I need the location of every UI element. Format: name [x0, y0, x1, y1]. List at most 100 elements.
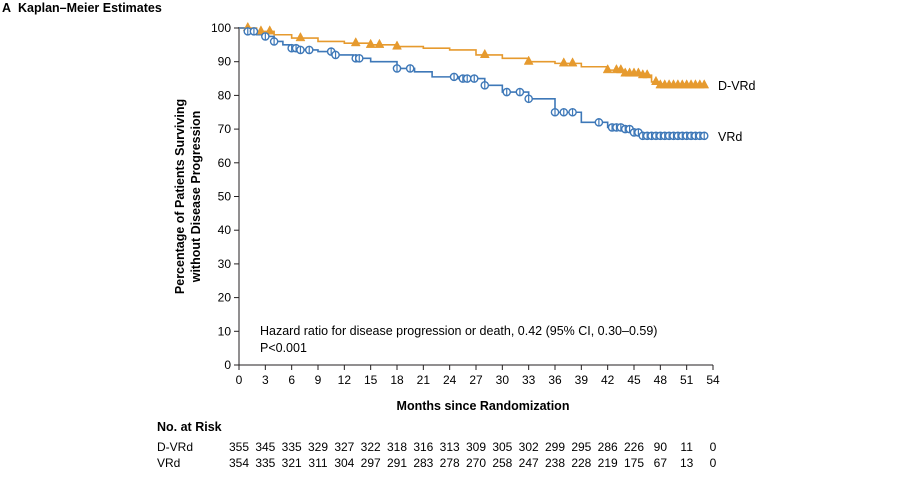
risk-value: 0 — [710, 440, 717, 454]
risk-value: 175 — [624, 456, 644, 470]
x-tick-label: 54 — [706, 373, 720, 387]
risk-value: 258 — [492, 456, 512, 470]
censor-mark-d-vrd — [615, 63, 626, 74]
censor-mark-d-vrd — [295, 31, 306, 42]
risk-row-label-d-vrd: D-VRd — [157, 440, 193, 454]
risk-value: 278 — [440, 456, 460, 470]
risk-value: 311 — [308, 456, 327, 470]
risk-value: 67 — [654, 456, 668, 470]
censor-mark-d-vrd — [567, 57, 578, 67]
x-tick-label: 18 — [390, 373, 404, 387]
risk-value: 345 — [255, 440, 275, 454]
risk-value: 299 — [545, 440, 565, 454]
x-tick-label: 6 — [288, 373, 295, 387]
y-tick-label: 90 — [218, 55, 232, 69]
risk-value: 316 — [413, 440, 433, 454]
risk-value: 313 — [440, 440, 460, 454]
y-tick-label: 60 — [218, 156, 232, 170]
risk-value: 283 — [413, 456, 433, 470]
panel-heading: A Kaplan–Meier Estimates — [2, 1, 162, 15]
censor-mark-d-vrd — [602, 63, 613, 74]
x-tick-label: 12 — [338, 373, 352, 387]
risk-value: 329 — [308, 440, 328, 454]
y-tick-label: 70 — [218, 122, 232, 136]
risk-value: 321 — [282, 456, 302, 470]
y-tick-label: 100 — [211, 21, 231, 35]
risk-value: 309 — [466, 440, 486, 454]
x-tick-label: 42 — [601, 373, 615, 387]
risk-value: 11 — [680, 440, 693, 454]
risk-value: 238 — [545, 456, 565, 470]
x-tick-label: 9 — [315, 373, 322, 387]
risk-value: 226 — [624, 440, 644, 454]
risk-value: 219 — [598, 456, 618, 470]
y-tick-label: 10 — [218, 324, 232, 338]
x-tick-label: 24 — [443, 373, 457, 387]
x-tick-label: 21 — [417, 373, 431, 387]
risk-value: 297 — [361, 456, 381, 470]
risk-value: 304 — [334, 456, 354, 470]
y-tick-label: 40 — [218, 223, 232, 237]
risk-value: 302 — [519, 440, 539, 454]
y-axis-title-line2: without Disease Progression — [189, 111, 203, 284]
series-label-d-vrd: D-VRd — [718, 79, 756, 93]
risk-value: 327 — [334, 440, 354, 454]
x-tick-label: 3 — [262, 373, 269, 387]
y-tick-label: 30 — [218, 257, 232, 271]
censor-mark-d-vrd — [256, 25, 266, 35]
censor-mark-d-vrd — [651, 75, 661, 85]
risk-value: 90 — [654, 440, 668, 454]
risk-value: 286 — [598, 440, 618, 454]
risk-value: 322 — [361, 440, 381, 454]
risk-row-label-vrd: VRd — [157, 456, 180, 470]
censor-mark-d-vrd — [264, 25, 275, 35]
risk-value: 13 — [680, 456, 694, 470]
risk-value: 354 — [229, 456, 249, 470]
x-axis: 0 3 6 9 12 15 18 21 24 27 30 33 36 39 42 45 48 51 54 — [236, 364, 720, 387]
risk-value: 0 — [710, 456, 717, 470]
x-tick-label: 0 — [236, 373, 243, 387]
y-tick-label: 20 — [218, 291, 232, 305]
risk-value: 318 — [387, 440, 407, 454]
censor-mark-d-vrd — [479, 48, 490, 59]
x-tick-label: 27 — [469, 373, 483, 387]
risk-value: 305 — [492, 440, 512, 454]
x-axis-title: Months since Randomization — [397, 399, 570, 413]
y-axis: 0 10 20 30 40 50 60 70 80 90 100 — [211, 21, 240, 372]
series-markers — [242, 21, 710, 141]
y-tick-label: 0 — [224, 358, 231, 372]
risk-value: 270 — [466, 456, 486, 470]
censor-mark-d-vrd — [699, 79, 710, 89]
y-axis-title-line1: Percentage of Patients Surviving — [173, 99, 187, 294]
censor-mark-d-vrd — [642, 69, 653, 79]
x-tick-label: 48 — [654, 373, 668, 387]
risk-value: 295 — [571, 440, 591, 454]
panel-letter: A — [2, 1, 11, 15]
risk-value: 355 — [229, 440, 249, 454]
p-value-annotation: P<0.001 — [260, 341, 307, 355]
risk-values: 355 345 335 329 327 322 318 316 313 309 305 302 299 2… — [229, 440, 717, 470]
censor-mark-d-vrd — [523, 55, 534, 65]
censor-mark-d-vrd — [558, 57, 569, 67]
y-tick-label: 50 — [218, 190, 232, 204]
x-tick-label: 30 — [496, 373, 510, 387]
hazard-ratio-annotation: Hazard ratio for disease progression or … — [260, 324, 657, 338]
x-tick-label: 33 — [522, 373, 536, 387]
risk-value: 291 — [387, 456, 407, 470]
panel-title: Kaplan–Meier Estimates — [18, 1, 162, 15]
x-tick-label: 15 — [364, 373, 378, 387]
x-tick-label: 45 — [627, 373, 641, 387]
risk-value: 335 — [282, 440, 302, 454]
risk-table: No. at Risk D-VRd VRd 355 345 335 329 327 322… — [157, 420, 717, 470]
censor-mark-d-vrd — [350, 37, 361, 47]
risk-value: 228 — [571, 456, 591, 470]
x-tick-label: 39 — [575, 373, 589, 387]
censor-mark-d-vrd — [392, 40, 402, 50]
censor-mark-d-vrd — [374, 38, 385, 48]
y-tick-label: 80 — [218, 88, 232, 102]
censor-mark-d-vrd — [365, 38, 376, 48]
x-tick-label: 36 — [548, 373, 562, 387]
risk-table-title: No. at Risk — [157, 420, 222, 434]
